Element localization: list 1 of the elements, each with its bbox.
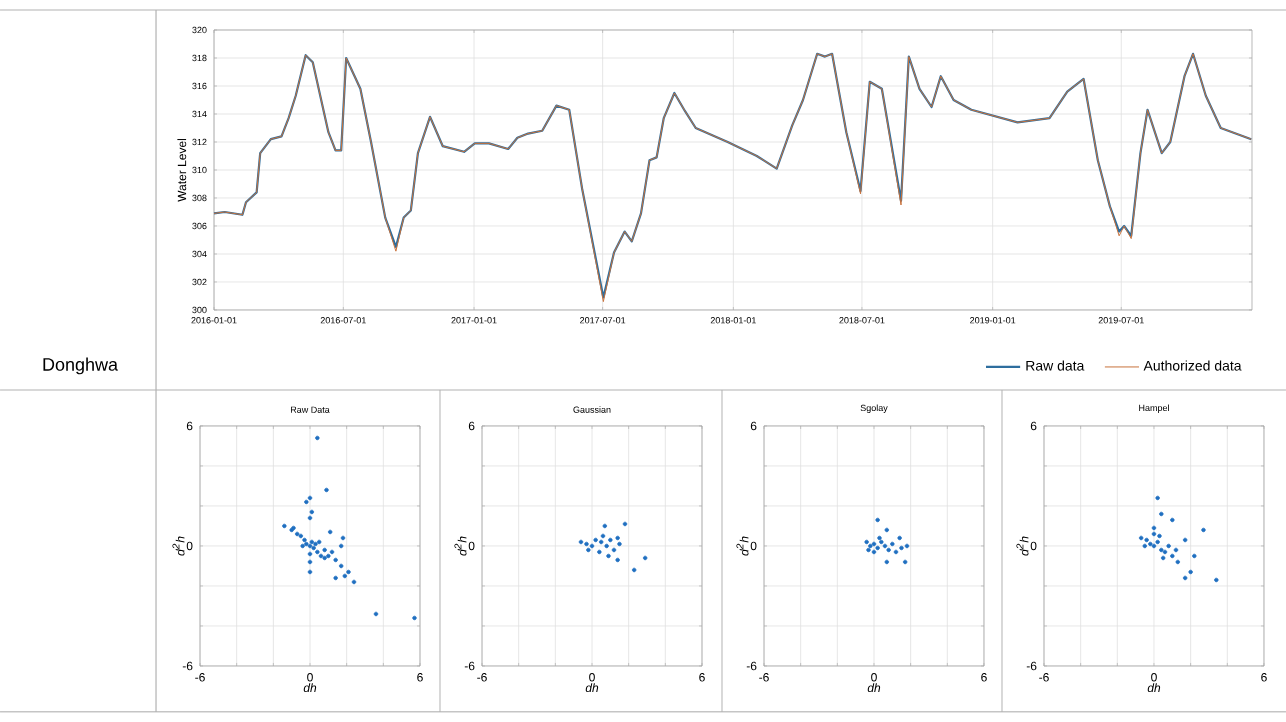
text: Donghwa [43, 357, 119, 375]
